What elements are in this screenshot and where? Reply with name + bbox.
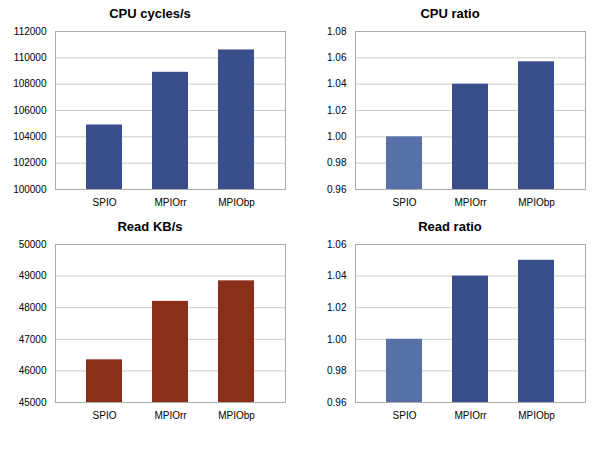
svg-text:110000: 110000 bbox=[14, 52, 47, 63]
svg-text:1.04: 1.04 bbox=[327, 270, 347, 281]
svg-text:49000: 49000 bbox=[19, 270, 47, 281]
svg-text:SPIO: SPIO bbox=[393, 410, 417, 421]
svg-text:106000: 106000 bbox=[13, 105, 47, 116]
svg-text:MPIOrr: MPIOrr bbox=[454, 410, 487, 421]
svg-text:1.06: 1.06 bbox=[327, 52, 347, 63]
svg-text:102000: 102000 bbox=[13, 157, 47, 168]
svg-text:MPIObp: MPIObp bbox=[518, 410, 555, 421]
svg-text:48000: 48000 bbox=[19, 302, 47, 313]
svg-text:0.98: 0.98 bbox=[327, 157, 347, 168]
svg-text:47000: 47000 bbox=[19, 334, 47, 345]
svg-text:45000: 45000 bbox=[19, 397, 47, 408]
svg-text:1.02: 1.02 bbox=[327, 302, 347, 313]
svg-text:0.98: 0.98 bbox=[327, 365, 347, 376]
svg-text:108000: 108000 bbox=[13, 78, 47, 89]
svg-text:SPIO: SPIO bbox=[93, 197, 117, 208]
html-text:CPU ratio: CPU ratio bbox=[420, 6, 480, 21]
svg-text:MPIOrr: MPIOrr bbox=[154, 197, 187, 208]
svg-text:SPIO: SPIO bbox=[93, 410, 117, 421]
svg-text:MPIObp: MPIObp bbox=[218, 410, 255, 421]
html-text:Read KB/s: Read KB/s bbox=[117, 219, 183, 234]
html-text:Read ratio: Read ratio bbox=[418, 219, 482, 234]
svg-text:50000: 50000 bbox=[19, 239, 47, 250]
svg-text:SPIO: SPIO bbox=[393, 197, 417, 208]
svg-text:112000: 112000 bbox=[14, 26, 47, 37]
svg-text:1.04: 1.04 bbox=[327, 78, 347, 89]
svg-text:1.06: 1.06 bbox=[327, 239, 347, 250]
svg-text:46000: 46000 bbox=[19, 365, 47, 376]
svg-text:MPIObp: MPIObp bbox=[518, 197, 555, 208]
svg-text:0.96: 0.96 bbox=[327, 184, 347, 195]
svg-text:1.08: 1.08 bbox=[327, 26, 347, 37]
html-text:CPU cycles/s: CPU cycles/s bbox=[109, 6, 191, 21]
svg-text:100000: 100000 bbox=[13, 184, 47, 195]
svg-text:0.96: 0.96 bbox=[327, 397, 347, 408]
svg-text:MPIOrr: MPIOrr bbox=[154, 410, 187, 421]
svg-text:MPIOrr: MPIOrr bbox=[454, 197, 487, 208]
svg-text:1.00: 1.00 bbox=[327, 131, 347, 142]
svg-text:1.00: 1.00 bbox=[327, 334, 347, 345]
svg-text:MPIObp: MPIObp bbox=[218, 197, 255, 208]
svg-text:1.02: 1.02 bbox=[327, 105, 347, 116]
svg-text:104000: 104000 bbox=[13, 131, 47, 142]
